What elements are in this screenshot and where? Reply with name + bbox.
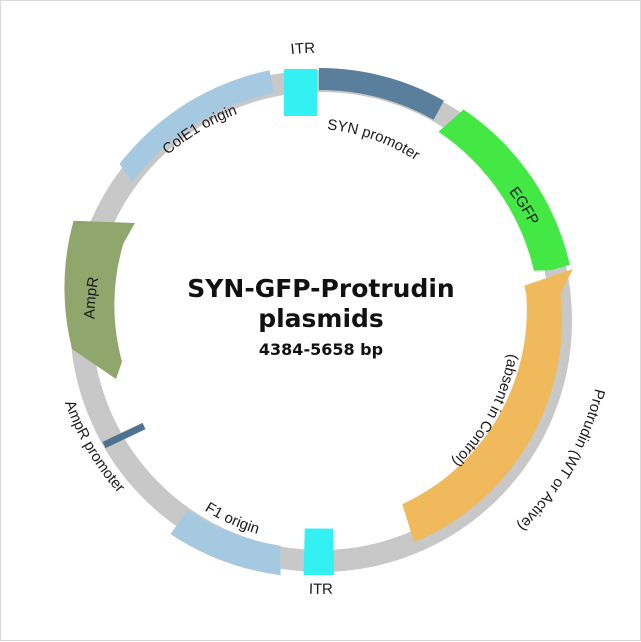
f1-origin-feature	[170, 509, 281, 576]
cole1-origin-feature	[119, 70, 274, 182]
syn-promoter-label: SYN promoter	[326, 116, 422, 164]
plasmid-size: 4384-5658 bp	[259, 340, 383, 359]
itr-bottom-feature	[303, 528, 335, 575]
plasmid-title-line1: SYN-GFP-Protrudin	[187, 274, 454, 303]
protrudin-feature	[402, 269, 573, 543]
plasmid-title-line2: plasmids	[258, 304, 384, 333]
syn-promoter-feature	[319, 67, 444, 120]
itr-top-label: ITR	[290, 40, 316, 58]
itr-bottom-label: ITR	[309, 581, 334, 598]
ampr-feature	[64, 220, 135, 379]
egfp-feature	[438, 109, 570, 271]
ampr-promoter-feature	[102, 422, 146, 449]
itr-top-feature	[284, 69, 317, 116]
ampr-label: AmpR	[81, 275, 102, 319]
